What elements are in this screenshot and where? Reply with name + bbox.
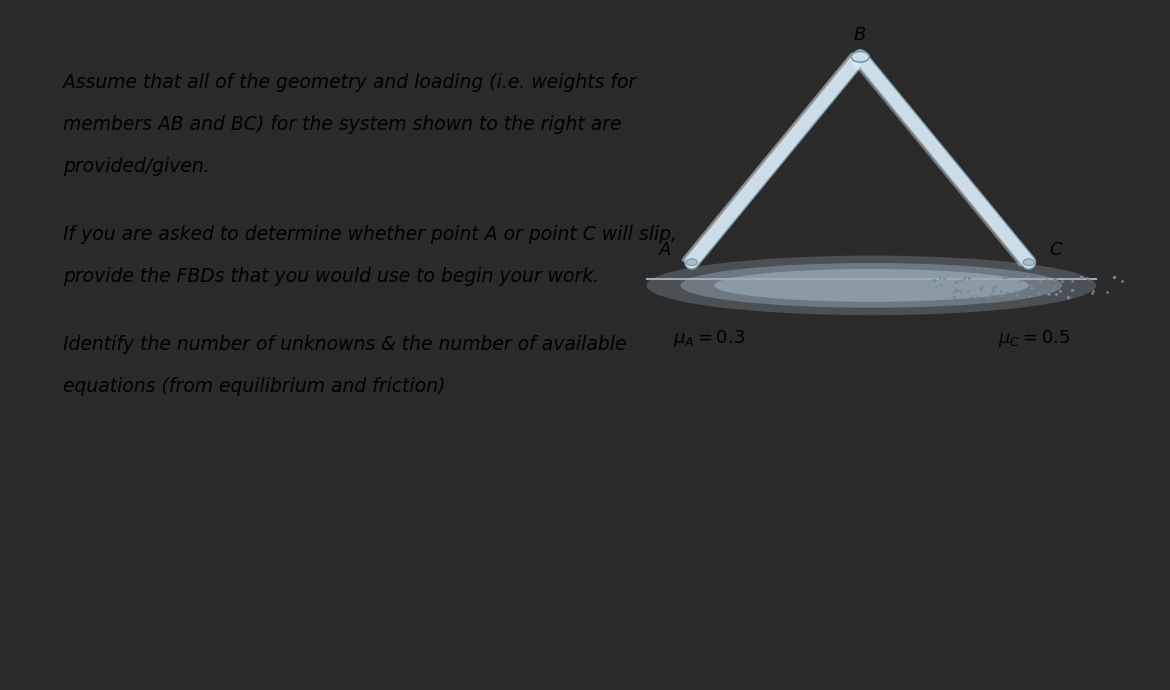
Point	[985, 281, 1004, 292]
Point	[1072, 272, 1090, 283]
Point	[1021, 283, 1040, 294]
Text: If you are asked to determine whether point A or point C will slip,: If you are asked to determine whether po…	[63, 225, 676, 244]
Text: A: A	[659, 241, 672, 259]
Point	[1078, 273, 1096, 284]
Text: equations (from equilibrium and friction): equations (from equilibrium and friction…	[63, 377, 446, 396]
Point	[930, 273, 949, 284]
Circle shape	[686, 259, 697, 266]
Point	[1052, 275, 1071, 286]
Point	[1062, 284, 1081, 295]
Point	[992, 286, 1011, 297]
Point	[1059, 291, 1078, 302]
Point	[962, 290, 980, 302]
Point	[1011, 275, 1030, 286]
Text: members AB and BC) for the system shown to the right are: members AB and BC) for the system shown …	[63, 115, 621, 134]
Point	[1038, 288, 1057, 299]
Point	[1017, 271, 1035, 282]
Point	[1080, 273, 1099, 284]
Point	[950, 286, 969, 297]
Text: $\mu_C = 0.5$: $\mu_C = 0.5$	[998, 328, 1071, 349]
Point	[1051, 285, 1069, 296]
Ellipse shape	[714, 269, 1028, 302]
Text: provide the FBDs that you would use to begin your work.: provide the FBDs that you would use to b…	[63, 267, 599, 286]
Point	[1038, 273, 1057, 284]
Point	[1028, 288, 1047, 299]
Point	[1042, 285, 1061, 296]
Point	[983, 285, 1002, 296]
Point	[1040, 288, 1059, 299]
Point	[1045, 273, 1064, 284]
Point	[1047, 288, 1066, 299]
Point	[998, 272, 1017, 283]
Ellipse shape	[681, 263, 1062, 308]
Point	[955, 272, 973, 283]
Point	[978, 291, 997, 302]
Point	[951, 275, 970, 286]
Point	[1006, 286, 1025, 297]
Circle shape	[852, 52, 869, 62]
Point	[1113, 275, 1131, 286]
Point	[927, 281, 945, 292]
Point	[1046, 273, 1065, 284]
Text: Identify the number of unknowns & the number of available: Identify the number of unknowns & the nu…	[63, 335, 626, 354]
Point	[1031, 275, 1049, 286]
Point	[931, 279, 950, 290]
Text: provided/given.: provided/given.	[63, 157, 209, 176]
Point	[1082, 287, 1101, 298]
Point	[1020, 290, 1039, 302]
Point	[972, 282, 991, 293]
Point	[1023, 279, 1041, 290]
Point	[982, 290, 1000, 301]
Ellipse shape	[647, 255, 1096, 315]
Point	[1007, 289, 1026, 300]
Point	[1104, 271, 1123, 282]
Point	[1024, 283, 1042, 294]
Point	[945, 287, 964, 298]
Point	[996, 272, 1014, 283]
Point	[959, 273, 978, 284]
Point	[993, 271, 1012, 282]
Text: C: C	[1048, 241, 1061, 259]
Point	[992, 289, 1011, 300]
Point	[968, 290, 986, 302]
Point	[947, 277, 965, 288]
Point	[1083, 285, 1102, 296]
Point	[1097, 287, 1116, 298]
Point	[971, 283, 990, 294]
Point	[959, 286, 978, 297]
Text: B: B	[854, 26, 866, 43]
Text: Assume that all of the geometry and loading (i.e. weights for: Assume that all of the geometry and load…	[63, 73, 636, 92]
Point	[984, 281, 1003, 292]
Point	[925, 275, 944, 286]
Text: $\mu_A = 0.3$: $\mu_A = 0.3$	[673, 328, 744, 349]
Point	[998, 286, 1017, 297]
Point	[944, 291, 963, 302]
Circle shape	[1023, 259, 1034, 266]
Point	[947, 285, 965, 296]
Point	[1064, 275, 1082, 286]
Point	[935, 273, 954, 284]
Point	[1045, 280, 1064, 291]
